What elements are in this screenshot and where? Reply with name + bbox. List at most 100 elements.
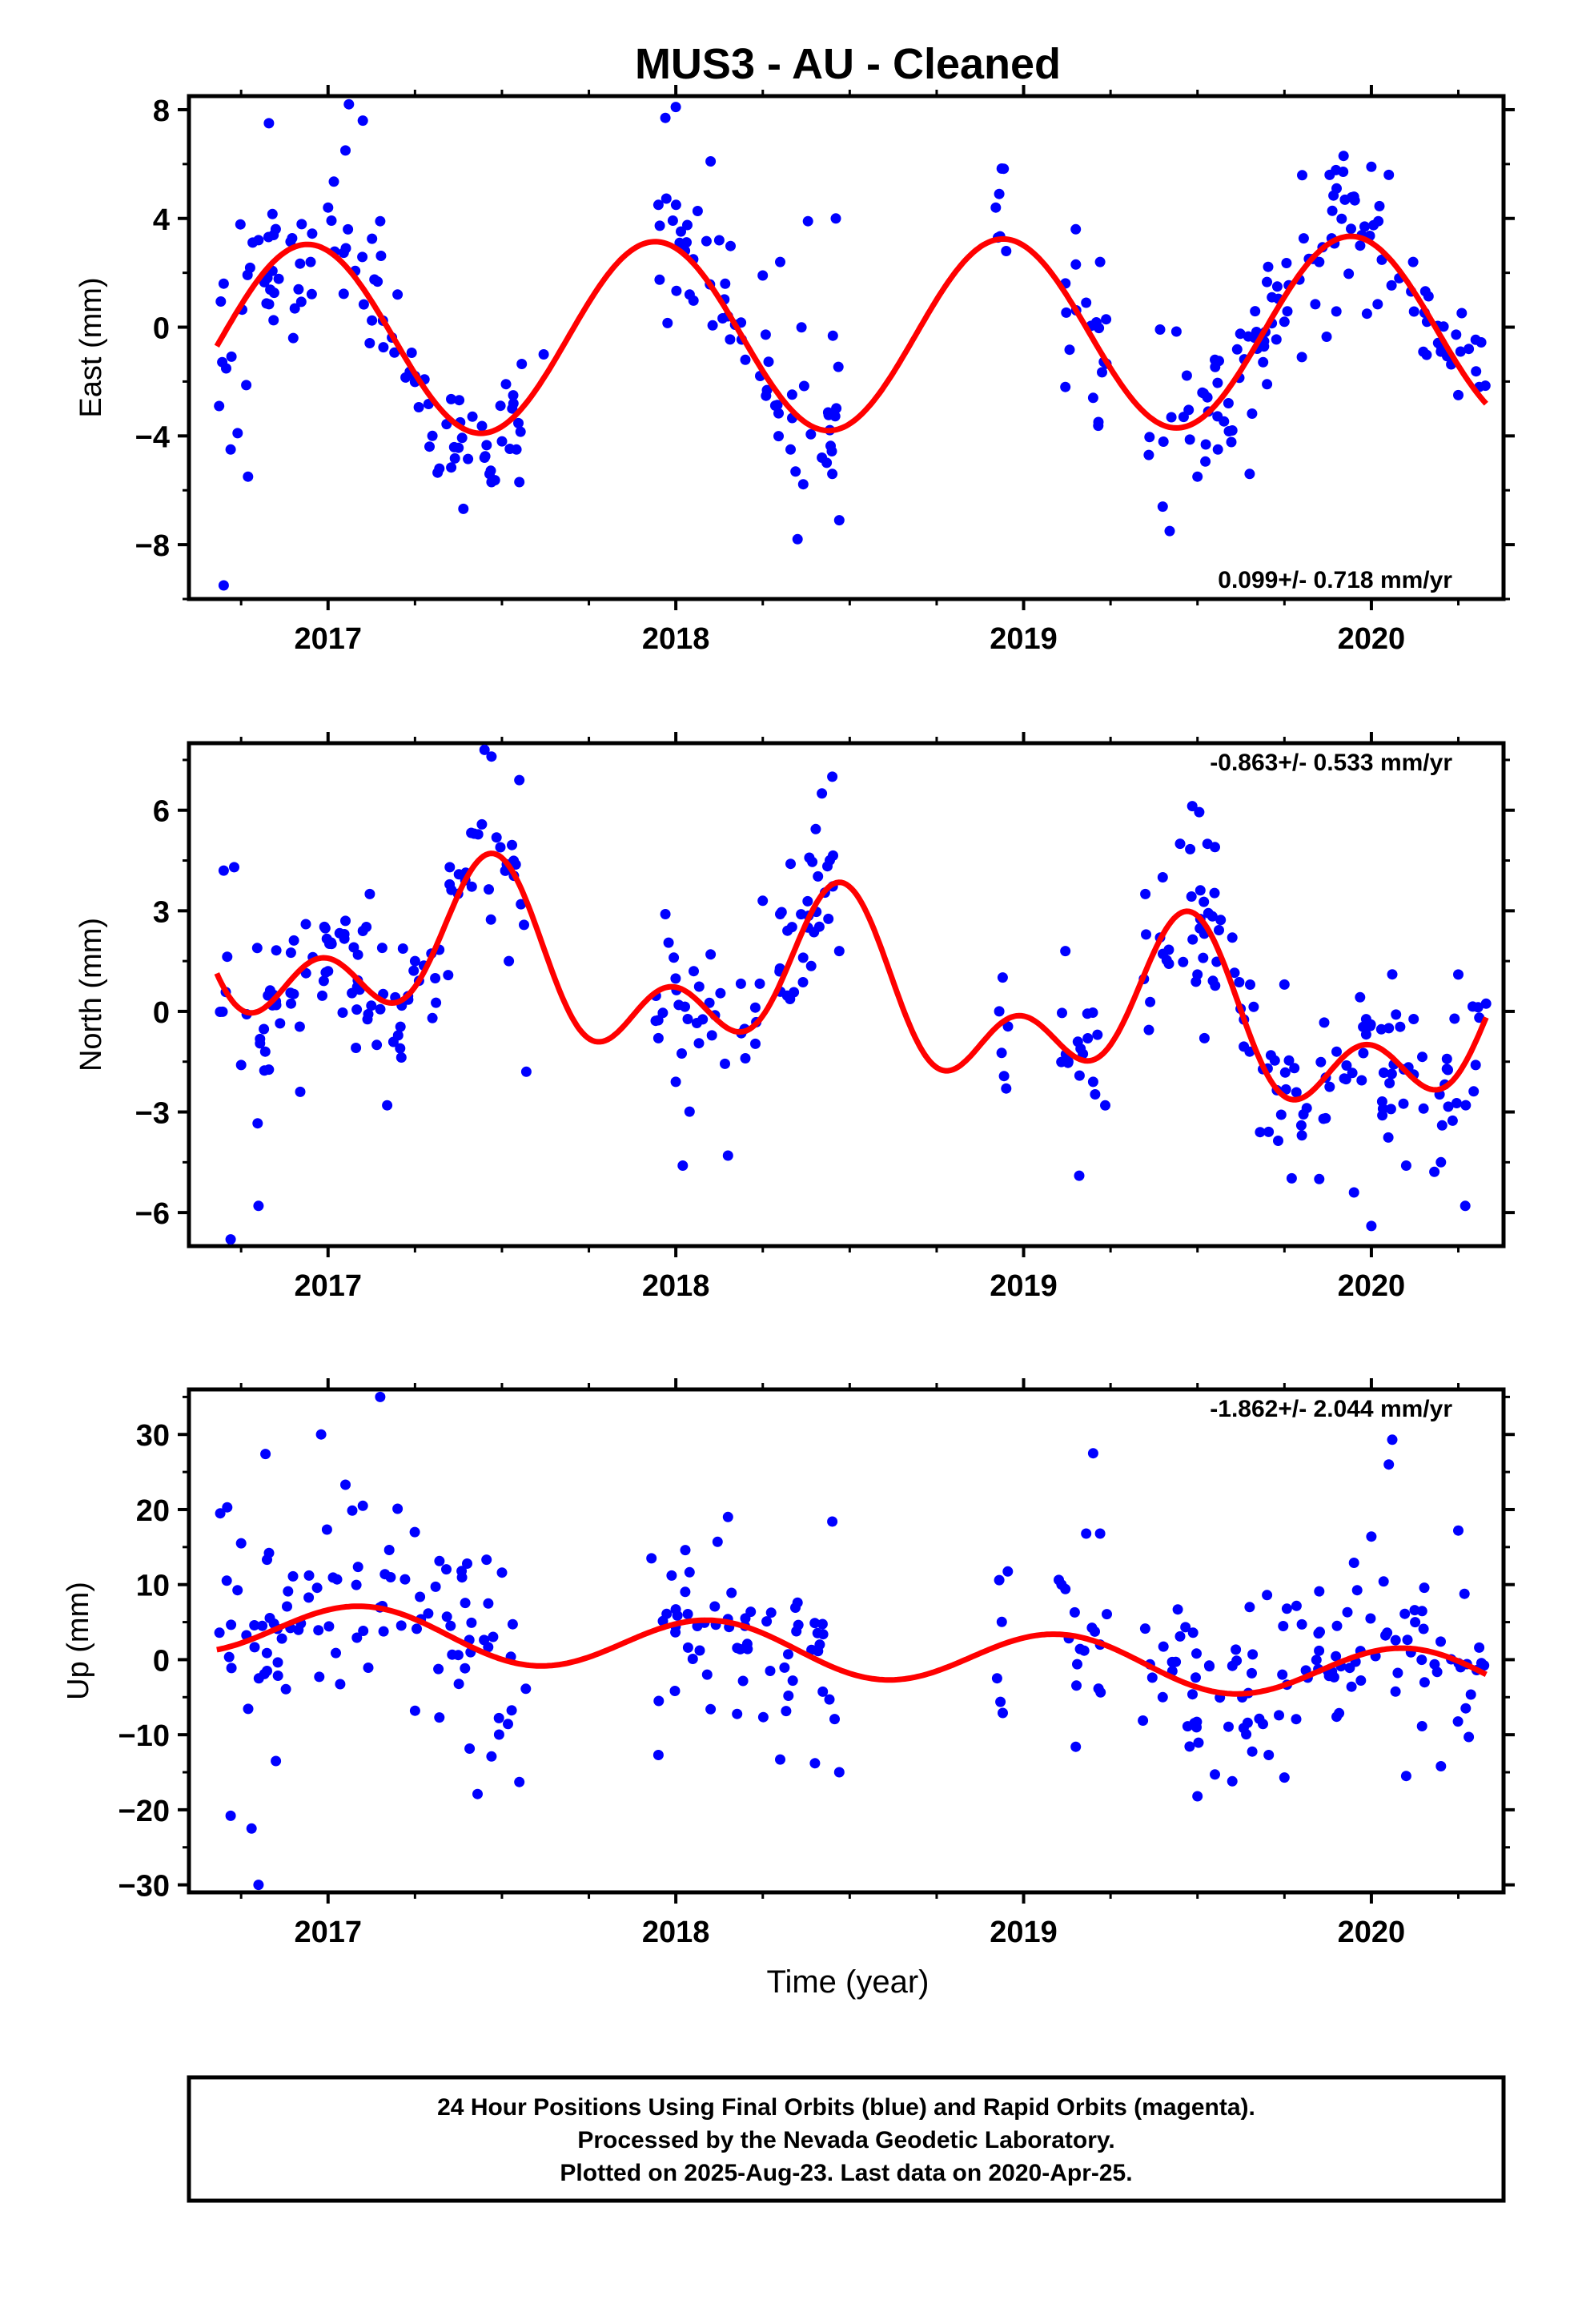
north-position-point: [1209, 887, 1220, 899]
up-position-point: [827, 1516, 838, 1527]
north-position-point: [520, 1066, 532, 1077]
east-position-point: [1093, 420, 1104, 432]
up-position-point: [783, 1649, 793, 1660]
north-position-point: [1468, 1001, 1478, 1012]
east-position-point: [1418, 346, 1429, 357]
east-position-point: [244, 262, 255, 273]
east-position-point: [833, 361, 844, 372]
up-position-point: [1277, 1669, 1288, 1680]
east-position-point: [713, 235, 725, 246]
east-y-axis-label: East (mm): [74, 277, 108, 417]
east-position-point: [1346, 223, 1356, 235]
up-position-point: [740, 1613, 751, 1624]
north-position-point: [1092, 1029, 1103, 1040]
up-position-point: [358, 1626, 369, 1636]
north-position-point: [443, 970, 454, 981]
east-position-point: [740, 354, 751, 365]
up-position-point: [792, 1597, 803, 1608]
up-position-point: [994, 1574, 1005, 1586]
north-position-point: [1199, 896, 1210, 907]
east-position-point: [1383, 169, 1395, 180]
up-position-point: [783, 1691, 794, 1701]
east-position-point: [463, 453, 474, 464]
east-position-point: [1226, 436, 1237, 448]
east-position-point: [1197, 387, 1208, 398]
east-position-point: [1001, 246, 1012, 256]
east-position-point: [1361, 308, 1372, 320]
east-position-point: [446, 462, 457, 473]
up-position-point: [1204, 1661, 1215, 1672]
up-axes-ticks: −30 −20 −10 0 10 20 30 2017 2018 2019 2020: [118, 1378, 1515, 1949]
up-position-point: [1180, 1622, 1191, 1633]
north-position-point: [1283, 1055, 1295, 1066]
up-position-point: [1087, 1448, 1098, 1459]
up-y-tick-label: 30: [136, 1419, 170, 1453]
up-position-point: [829, 1714, 840, 1725]
north-position-point: [264, 985, 275, 996]
north-position-point: [319, 921, 330, 932]
north-position-point: [1001, 1083, 1012, 1094]
east-position-point: [681, 237, 692, 248]
east-scatter: [214, 99, 1491, 591]
east-position-point: [372, 276, 383, 287]
up-position-point: [712, 1536, 723, 1547]
north-position-point: [1417, 1051, 1427, 1063]
up-position-point: [1399, 1608, 1411, 1619]
east-position-point: [773, 431, 784, 442]
up-position-point: [817, 1629, 829, 1640]
up-position-point: [481, 1554, 492, 1566]
up-y-axis-label: Up (mm): [62, 1582, 95, 1700]
up-position-point: [1193, 1737, 1204, 1748]
north-position-point: [810, 823, 821, 834]
north-position-point: [757, 895, 769, 907]
east-position-point: [1258, 356, 1269, 368]
east-position-point: [449, 452, 460, 464]
north-position-point: [1174, 838, 1186, 850]
north-position-point: [347, 987, 358, 999]
east-position-point: [343, 223, 354, 235]
up-position-point: [1429, 1659, 1440, 1670]
up-position-point: [1416, 1721, 1427, 1731]
up-scatter: [214, 1391, 1490, 1891]
up-position-point: [315, 1429, 327, 1440]
north-position-point: [1319, 1017, 1330, 1028]
up-position-point: [1138, 1715, 1149, 1726]
east-position-point: [446, 393, 456, 404]
north-position-point: [802, 895, 813, 907]
up-y-tick-label: −20: [118, 1795, 170, 1828]
up-model-line: [216, 1603, 1488, 1697]
up-position-point: [375, 1391, 386, 1402]
east-position-point: [1157, 501, 1168, 513]
up-position-point: [787, 1675, 798, 1687]
east-position-point: [495, 400, 506, 412]
north-position-point: [507, 839, 517, 850]
east-position-point: [676, 226, 686, 237]
north-position-point: [1087, 1076, 1098, 1088]
east-position-point: [1435, 346, 1447, 357]
up-position-point: [327, 1572, 339, 1583]
up-position-point: [253, 1673, 264, 1684]
up-y-tick-label: −10: [118, 1719, 170, 1753]
east-position-point: [1355, 240, 1366, 251]
up-position-point: [1435, 1636, 1446, 1647]
north-position-point: [1408, 1014, 1419, 1024]
east-position-point: [1331, 306, 1342, 317]
north-position-point: [259, 1046, 271, 1057]
east-position-point: [1451, 329, 1462, 340]
north-position-point: [706, 1030, 717, 1041]
north-position-point: [998, 1071, 1010, 1082]
up-position-point: [1210, 1769, 1220, 1780]
footer-line-1: 24 Hour Positions Using Final Orbits (bl…: [437, 2094, 1255, 2121]
up-x-tick-label: 2018: [642, 1916, 710, 1949]
up-position-point: [223, 1651, 235, 1663]
north-position-point: [1315, 1056, 1327, 1068]
north-position-point: [351, 1043, 362, 1053]
up-position-point: [486, 1751, 497, 1762]
north-y-tick-label: 6: [153, 795, 170, 829]
north-position-point: [271, 945, 282, 956]
up-position-point: [1054, 1574, 1064, 1586]
north-position-point: [321, 933, 332, 944]
east-position-point: [1087, 392, 1098, 404]
east-position-point: [217, 356, 228, 368]
north-position-point: [1248, 1001, 1259, 1012]
